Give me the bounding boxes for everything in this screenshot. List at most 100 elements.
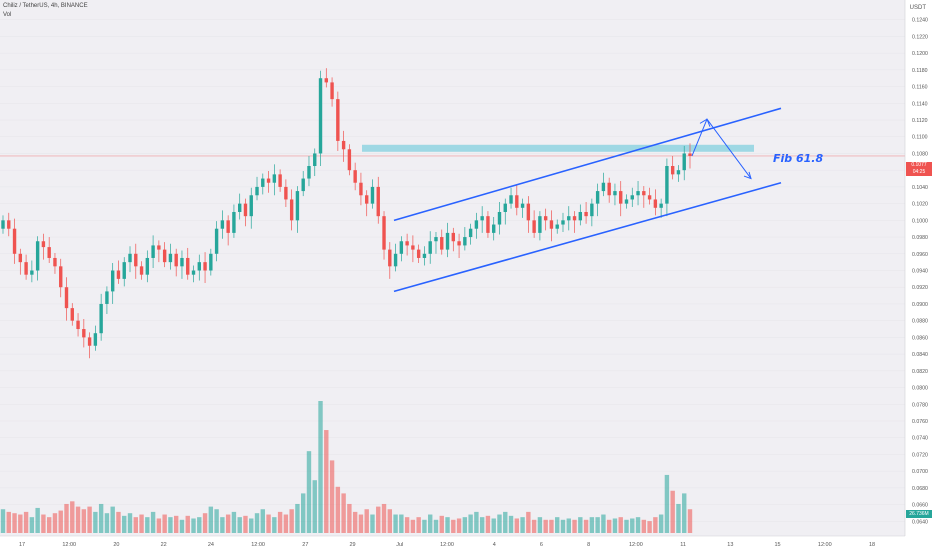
candle-body <box>480 216 484 221</box>
price-tick-label: 0.1180 <box>912 68 928 74</box>
volume-bar <box>543 519 548 533</box>
volume-bar <box>295 503 300 533</box>
chart-legend: Chiliz / TetherUS, 4h, BINANCE Vol <box>3 2 88 20</box>
candle-body <box>370 186 375 204</box>
candle-body <box>226 220 230 233</box>
candle-body <box>474 220 479 229</box>
candle-body <box>220 220 225 229</box>
candle-body <box>624 199 629 204</box>
volume-bar <box>474 511 479 533</box>
price-tick-label: 0.1120 <box>912 118 928 124</box>
candle-body <box>203 262 207 271</box>
candle-body <box>503 203 507 212</box>
candle-body <box>653 199 658 208</box>
candle-body <box>492 224 496 233</box>
volume-bar <box>98 503 104 533</box>
price-tick-label: 0.1140 <box>912 101 928 107</box>
candle-body <box>41 241 46 248</box>
volume-bar <box>428 514 433 533</box>
price-tick-label: 0.0760 <box>912 419 928 425</box>
volume-bar <box>664 474 670 533</box>
price-tick-label: 0.1040 <box>912 185 928 191</box>
volume-bar <box>578 517 583 533</box>
candle-body <box>353 170 357 183</box>
time-tick-label: 4 <box>493 542 496 548</box>
volume-bar <box>162 514 167 533</box>
candle-body <box>191 270 196 275</box>
volume-bar <box>641 519 647 533</box>
last-price-countdown: 04:25 <box>912 169 926 175</box>
volume-bar <box>133 517 138 533</box>
candle-body <box>35 241 40 271</box>
candle-body <box>601 182 606 192</box>
candle-body <box>214 228 219 254</box>
candle-body <box>670 166 675 175</box>
candle-body <box>76 320 80 330</box>
volume-bar <box>341 493 346 533</box>
volume-bar <box>64 503 69 533</box>
volume-bar <box>318 401 323 533</box>
volume-bar <box>537 517 543 533</box>
candle-body <box>411 245 415 250</box>
volume-bar <box>508 515 514 533</box>
time-tick-label: 15 <box>774 542 780 548</box>
volume-bar <box>491 518 496 533</box>
price-tick-label: 0.0720 <box>912 452 928 458</box>
volume-bar <box>329 460 335 533</box>
volume-bar <box>370 514 375 533</box>
volume-bar <box>104 513 110 533</box>
candle-body <box>532 220 536 233</box>
candle-body <box>197 262 201 271</box>
candle-body <box>145 257 150 275</box>
candle-body <box>584 211 588 217</box>
volume-bar <box>347 503 352 533</box>
volume-bar <box>479 517 485 533</box>
candle-body <box>18 253 23 263</box>
candle-body <box>665 166 669 204</box>
candle-body <box>636 191 640 196</box>
volume-bar <box>531 519 537 533</box>
candle-body <box>330 82 334 100</box>
volume-bar <box>433 519 439 533</box>
time-tick-label: 18 <box>869 542 875 548</box>
fib-annotation[interactable]: Fib 61.8 <box>773 152 824 165</box>
candle-body <box>445 232 450 250</box>
candle-body <box>324 78 328 83</box>
candle-body <box>157 245 161 250</box>
volume-bar <box>289 509 294 533</box>
volume-indicator-label: Vol <box>3 12 12 18</box>
volume-bar <box>58 510 63 533</box>
volume-bar <box>0 509 6 533</box>
candle-body <box>151 245 155 258</box>
candle-body <box>642 191 646 196</box>
price-tick-label: 0.1080 <box>912 151 928 157</box>
price-tick-label: 0.0800 <box>912 386 928 392</box>
candle-body <box>538 216 542 233</box>
candle-body <box>561 220 565 225</box>
candle-body <box>509 195 513 204</box>
candle-body <box>128 253 132 263</box>
candle-body <box>676 170 681 175</box>
price-tick-label: 0.0660 <box>912 503 928 509</box>
time-tick-label: 17 <box>19 542 25 548</box>
volume-bar <box>81 509 87 533</box>
candle-body <box>64 287 69 309</box>
price-tick-label: 0.0960 <box>912 252 928 258</box>
volume-bar <box>29 517 35 533</box>
volume-bar <box>682 493 687 533</box>
volume-bar <box>35 507 40 533</box>
last-price-tag: 0.1077 04:25 <box>906 162 932 176</box>
candle-body <box>209 253 213 271</box>
volume-bar <box>197 517 202 533</box>
volume-bar <box>387 509 392 533</box>
candle-body <box>468 228 473 238</box>
candle-body <box>47 247 51 258</box>
time-tick-label: 24 <box>208 542 214 548</box>
price-tick-label: 0.0820 <box>912 369 928 375</box>
volume-bar <box>410 519 416 533</box>
candle-body <box>180 257 184 267</box>
volume-bar <box>549 519 554 533</box>
volume-bar <box>497 514 502 533</box>
